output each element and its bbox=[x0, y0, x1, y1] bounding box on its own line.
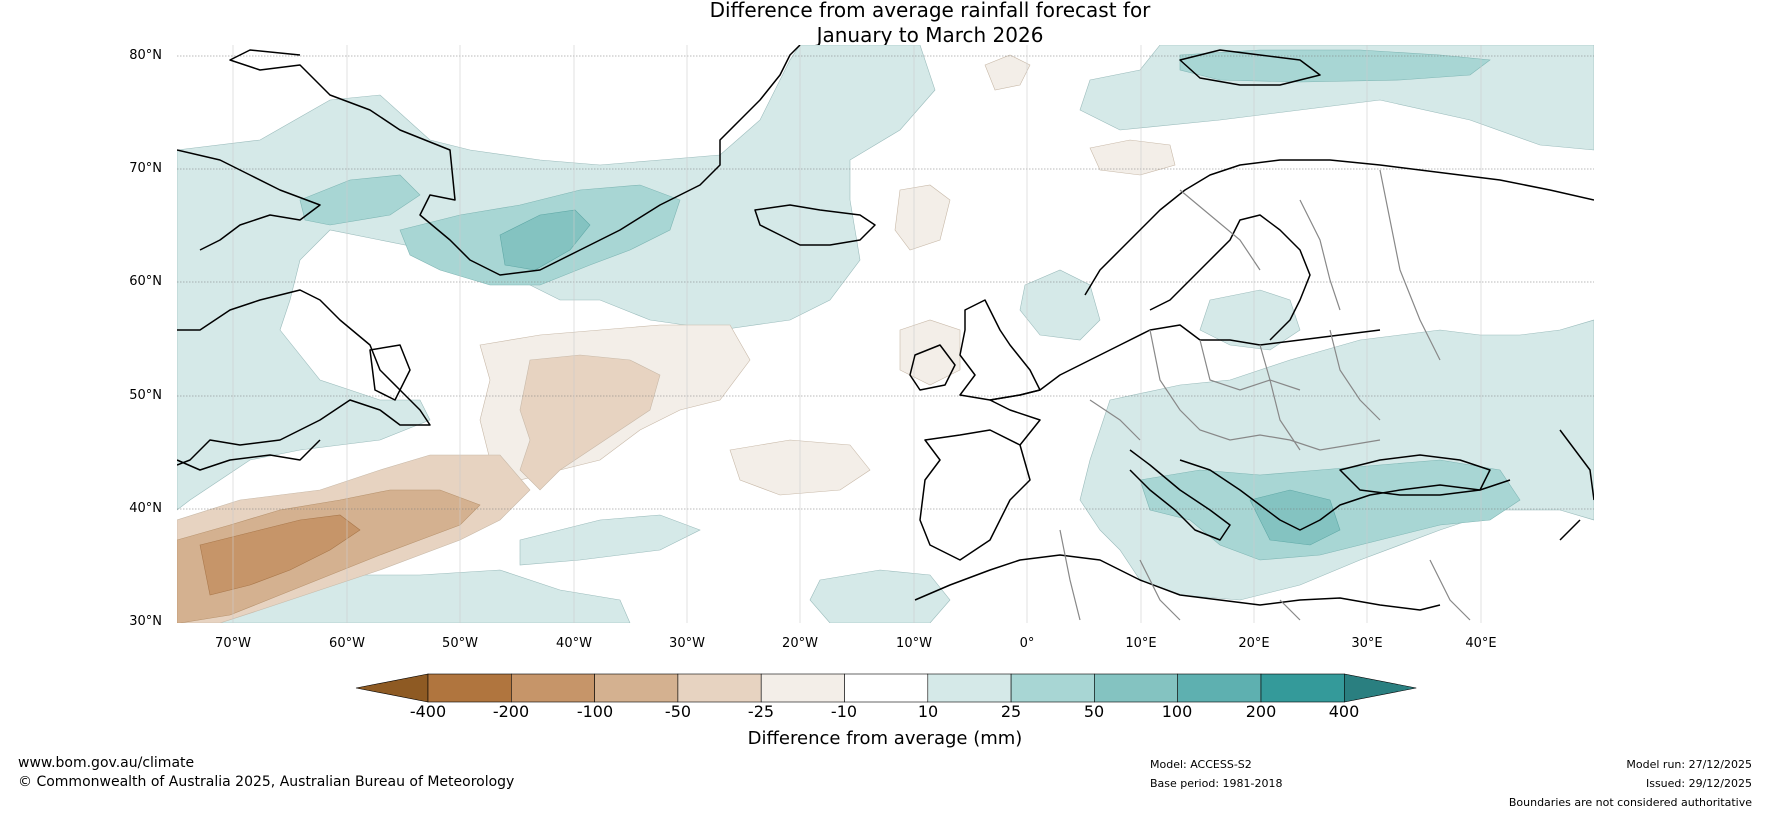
lat-label-80n: 80°N bbox=[129, 48, 162, 63]
coast-balkans bbox=[1179, 459, 1511, 531]
coast-norway bbox=[1084, 159, 1594, 296]
teal-anomaly-aegean bbox=[1249, 489, 1341, 546]
coast-iberia bbox=[919, 429, 1031, 561]
lon-label-40e: 40°E bbox=[1465, 636, 1497, 651]
colorbar bbox=[355, 673, 1417, 703]
coast-canada-arctic bbox=[177, 149, 321, 251]
coast-labrador bbox=[177, 289, 431, 466]
brown-anomaly-southwest-core bbox=[199, 514, 361, 596]
teal-anomaly-greenland-core bbox=[499, 209, 591, 271]
lon-label-10w: 10°W bbox=[896, 636, 932, 651]
lat-label-60n: 60°N bbox=[129, 274, 162, 289]
coast-caspian bbox=[1559, 429, 1594, 541]
lat-label-50n: 50°N bbox=[129, 388, 162, 403]
title-line-1: Difference from average rainfall forecas… bbox=[709, 0, 1151, 22]
brown-anomaly-ireland bbox=[899, 319, 961, 386]
coast-greenland bbox=[229, 45, 801, 276]
footer-disclaimer: Boundaries are not considered authoritat… bbox=[1508, 796, 1752, 809]
lon-label-0: 0° bbox=[1019, 636, 1035, 651]
coast-iceland bbox=[754, 204, 876, 246]
colorbar-segment bbox=[510, 673, 595, 703]
colorbar-segment bbox=[927, 673, 1012, 703]
teal-anomaly-atlantic-south bbox=[519, 514, 701, 566]
colorbar-tick: 200 bbox=[1245, 702, 1277, 721]
coast-svalbard bbox=[1179, 49, 1321, 86]
brown-anomaly-midatlantic-core bbox=[519, 354, 661, 491]
footer-model-run: Model run: 27/12/2025 bbox=[1626, 758, 1752, 771]
colorbar-segment bbox=[594, 673, 679, 703]
coast-newfoundland bbox=[369, 344, 411, 401]
anomaly-layer bbox=[177, 45, 1594, 623]
footer-issued: Issued: 29/12/2025 bbox=[1645, 777, 1752, 790]
colorbar-segment bbox=[760, 673, 845, 703]
brown-anomaly-northsea bbox=[984, 54, 1031, 91]
lon-label-70w: 70°W bbox=[215, 636, 251, 651]
coast-france bbox=[989, 389, 1041, 446]
coast-ireland bbox=[909, 344, 956, 391]
colorbar-tick: -25 bbox=[747, 702, 775, 721]
colorbar-tick: -100 bbox=[576, 702, 614, 721]
coast-europe-west bbox=[1039, 324, 1381, 391]
coastlines bbox=[177, 45, 1594, 611]
teal-anomaly-labrador bbox=[299, 174, 421, 226]
teal-anomaly-north-sea bbox=[1019, 269, 1101, 341]
colorbar-segment bbox=[1094, 673, 1179, 703]
colorbar-segment bbox=[1010, 673, 1095, 703]
colorbar-segment bbox=[1177, 673, 1262, 703]
colorbar-tick: 10 bbox=[917, 702, 939, 721]
footer-copyright: © Commonwealth of Australia 2025, Austra… bbox=[18, 774, 515, 790]
footer-website: www.bom.gov.au/climate bbox=[18, 755, 195, 771]
colorbar-segment bbox=[677, 673, 762, 703]
colorbar-tick: -50 bbox=[664, 702, 692, 721]
brown-anomaly-southwest-mid bbox=[177, 489, 481, 623]
lat-label-40n: 40°N bbox=[129, 501, 162, 516]
lon-label-40w: 40°W bbox=[556, 636, 592, 651]
lon-label-20e: 20°E bbox=[1238, 636, 1270, 651]
colorbar-tick: -200 bbox=[492, 702, 530, 721]
colorbar-segment bbox=[844, 673, 929, 703]
colorbar-tick: 50 bbox=[1083, 702, 1105, 721]
colorbar-tick: 400 bbox=[1328, 702, 1360, 721]
lon-label-20w: 20°W bbox=[782, 636, 818, 651]
country-borders bbox=[1059, 169, 1471, 621]
colorbar-tick: -10 bbox=[830, 702, 858, 721]
footer-base-period: Base period: 1981-2018 bbox=[1150, 777, 1283, 790]
coast-black-sea bbox=[1339, 454, 1491, 496]
teal-anomaly-subtropic bbox=[809, 569, 951, 623]
coast-italy bbox=[1129, 449, 1231, 541]
brown-anomaly-arctic bbox=[1089, 139, 1176, 176]
colorbar-label: Difference from average (mm) bbox=[747, 728, 1023, 749]
lon-label-50w: 50°W bbox=[442, 636, 478, 651]
teal-anomaly-europe-south bbox=[1079, 319, 1594, 601]
colorbar-segment bbox=[1260, 673, 1345, 703]
footer-model: Model: ACCESS-S2 bbox=[1150, 758, 1252, 771]
lon-label-30w: 30°W bbox=[669, 636, 705, 651]
colorbar-tick: -400 bbox=[409, 702, 447, 721]
lat-label-30n: 30°N bbox=[129, 614, 162, 629]
lat-label-70n: 70°N bbox=[129, 161, 162, 176]
lon-label-10e: 10°E bbox=[1125, 636, 1157, 651]
colorbar-extend-high bbox=[1344, 673, 1417, 703]
coast-baltic bbox=[1149, 214, 1311, 341]
lon-label-60w: 60°W bbox=[329, 636, 365, 651]
coast-africa-north bbox=[914, 554, 1441, 611]
colorbar-extend-low bbox=[355, 673, 429, 703]
colorbar-segment bbox=[427, 673, 512, 703]
coast-nova-scotia bbox=[177, 439, 321, 471]
colorbar-tick: 100 bbox=[1161, 702, 1193, 721]
chart-title: Difference from average rainfall forecas… bbox=[0, 0, 1770, 48]
teal-anomaly-svalbard bbox=[1179, 49, 1491, 83]
lon-label-30e: 30°E bbox=[1351, 636, 1383, 651]
brown-anomaly-iceland-south bbox=[894, 184, 951, 251]
title-line-2: January to March 2026 bbox=[816, 23, 1044, 47]
teal-anomaly-scandinavia bbox=[1199, 289, 1301, 351]
colorbar-tick: 25 bbox=[1000, 702, 1022, 721]
